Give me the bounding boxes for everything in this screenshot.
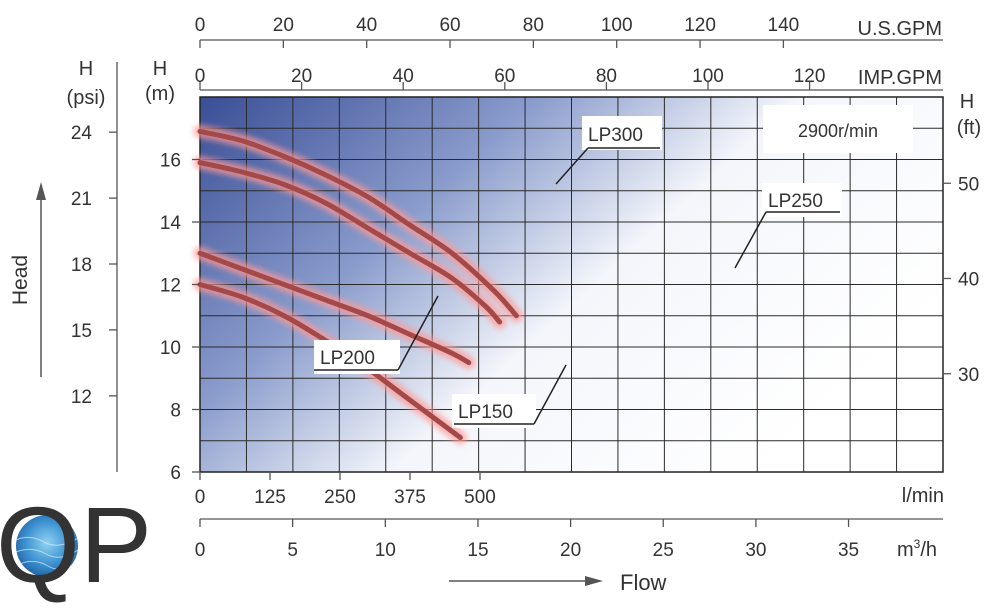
- label-lp300-leader: [555, 147, 589, 185]
- lmin-tick-label: 375: [394, 487, 426, 508]
- impgpm-tick-label: 20: [291, 66, 312, 87]
- usgpm-tick-label: 40: [356, 15, 377, 36]
- m3h-tick-label: 5: [287, 540, 298, 561]
- flow-axis-title: Flow: [620, 570, 667, 595]
- m3h-unit: m3/h: [897, 537, 937, 561]
- ft-tick-label: 50: [958, 174, 979, 195]
- curve-lp300: [197, 128, 519, 319]
- label-lp150: LP150: [452, 364, 567, 428]
- label-lp250-leader: [734, 211, 767, 269]
- m-tick-label: 8: [170, 401, 181, 422]
- impgpm-tick-label: 100: [692, 66, 724, 87]
- usgpm-tick-label: 120: [684, 15, 716, 36]
- lmin-tick-label: 0: [195, 487, 206, 508]
- grid: [200, 97, 943, 472]
- m3h-tick-label: 20: [560, 540, 581, 561]
- m-unit-h: H: [153, 58, 167, 80]
- label-lp300-text: LP300: [588, 125, 643, 146]
- usgpm-tick-label: 80: [523, 15, 544, 36]
- head-arrow-icon: [36, 182, 46, 200]
- psi-unit: (psi): [67, 87, 106, 109]
- speed-annotation: 2900r/min: [798, 121, 878, 141]
- lmin-tick-label: 250: [324, 487, 356, 508]
- m3h-tick-label: 10: [375, 540, 396, 561]
- psi-tick-label: 24: [71, 123, 93, 144]
- psi-unit-h: H: [79, 58, 93, 80]
- usgpm-tick-label: 140: [768, 15, 800, 36]
- m3h-tick-label: 25: [653, 540, 674, 561]
- usgpm-tick-label: 20: [273, 15, 294, 36]
- impgpm-tick-label: 80: [596, 66, 617, 87]
- label-lp200-text: LP200: [320, 348, 375, 369]
- label-lp150-box: [452, 394, 536, 428]
- usgpm-tick-label: 0: [195, 15, 206, 36]
- label-lp200: LP200: [314, 295, 439, 374]
- m-tick-label: 12: [160, 276, 181, 297]
- ft-tick-label: 40: [958, 270, 979, 291]
- m3h-tick-label: 30: [745, 540, 766, 561]
- curve-lp250: [197, 160, 503, 325]
- m-tick-label: 6: [170, 463, 181, 484]
- qp-logo: QP: [0, 484, 152, 605]
- m3h-tick-label: 15: [467, 540, 488, 561]
- curve-lp200: [197, 250, 472, 366]
- ft-unit-h: H: [960, 91, 974, 113]
- impgpm-tick-label: 0: [195, 66, 206, 87]
- speed-annotation-box: [763, 105, 913, 153]
- psi-tick-label: 18: [71, 255, 92, 276]
- lmin-tick-label: 125: [254, 487, 286, 508]
- m-tick-label: 10: [160, 338, 181, 359]
- usgpm-unit: U.S.GPM: [858, 18, 942, 40]
- usgpm-tick-label: 100: [601, 15, 633, 36]
- logo-ripples: [16, 536, 78, 570]
- impgpm-tick-label: 40: [393, 66, 414, 87]
- logo-text: QP: [0, 484, 152, 605]
- psi-tick-label: 12: [71, 387, 92, 408]
- impgpm-unit: IMP.GPM: [858, 67, 942, 89]
- lmin-tick-label: 500: [464, 487, 496, 508]
- label-lp250: LP250: [734, 183, 842, 269]
- m3h-tick-label: 35: [838, 540, 859, 561]
- label-lp300: LP300: [555, 116, 662, 185]
- label-lp250-text: LP250: [768, 191, 823, 212]
- psi-tick-label: 21: [71, 189, 92, 210]
- label-lp200-leader: [397, 295, 439, 371]
- m-unit: (m): [145, 83, 175, 105]
- impgpm-tick-label: 60: [494, 66, 515, 87]
- m-tick-label: 14: [160, 213, 182, 234]
- m-tick-label: 16: [160, 151, 181, 172]
- impgpm-tick-label: 120: [794, 66, 826, 87]
- m3h-tick-label: 0: [195, 540, 206, 561]
- flow-arrow-icon: [585, 576, 603, 586]
- ft-tick-label: 30: [958, 365, 979, 386]
- label-lp300-box: [582, 116, 662, 150]
- usgpm-tick-label: 60: [439, 15, 460, 36]
- lmin-unit: l/min: [902, 485, 944, 507]
- label-lp150-text: LP150: [458, 402, 513, 423]
- label-lp200-box: [314, 340, 400, 374]
- head-axis-title: Head: [9, 255, 32, 305]
- label-lp150-leader: [533, 364, 567, 425]
- ft-unit: (ft): [957, 117, 981, 139]
- psi-tick-label: 15: [71, 321, 92, 342]
